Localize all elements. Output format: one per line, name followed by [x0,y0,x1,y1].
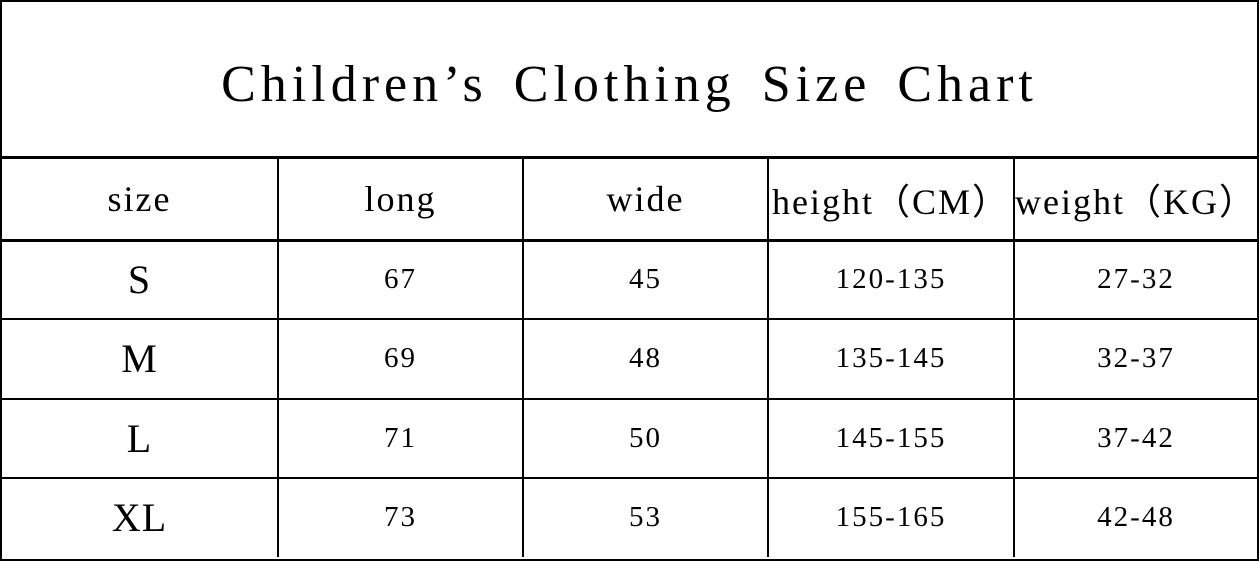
cell-size: XL [2,476,279,557]
table-body: S 67 45 120-135 27-32 M 69 48 135-145 32… [2,238,1257,557]
cell-long: 67 [277,238,524,321]
column-header-size: size [2,159,279,242]
column-header-long: long [277,159,524,242]
column-header-wide: wide [522,159,769,242]
table-row-s: S 67 45 120-135 27-32 [2,238,1257,321]
cell-weight: 27-32 [1013,238,1257,321]
cell-size: L [2,397,279,479]
cell-wide: 53 [522,476,769,557]
cell-height: 120-135 [767,238,1015,321]
title-box: Children’s Clothing Size Chart [2,2,1257,159]
table-row-l: L 71 50 145-155 37-42 [2,397,1257,479]
size-table: size long wide height（CM） weight（KG） S 6… [2,159,1257,557]
page-title: Children’s Clothing Size Chart [221,55,1038,113]
cell-wide: 45 [522,238,769,321]
cell-wide: 48 [522,318,769,400]
cell-long: 71 [277,397,524,479]
cell-size: M [2,318,279,400]
cell-weight: 42-48 [1013,476,1257,557]
cell-height: 135-145 [767,318,1015,400]
column-header-height: height（CM） [767,159,1015,242]
cell-size: S [2,238,279,321]
cell-height: 145-155 [767,397,1015,479]
cell-long: 69 [277,318,524,400]
header-row: size long wide height（CM） weight（KG） [2,159,1257,242]
cell-long: 73 [277,476,524,557]
cell-height: 155-165 [767,476,1015,557]
table-row-m: M 69 48 135-145 32-37 [2,318,1257,400]
table-row-xl: XL 73 53 155-165 42-48 [2,476,1257,557]
cell-weight: 32-37 [1013,318,1257,400]
table-header: size long wide height（CM） weight（KG） [2,159,1257,242]
cell-wide: 50 [522,397,769,479]
column-header-weight: weight（KG） [1013,159,1257,242]
cell-weight: 37-42 [1013,397,1257,479]
